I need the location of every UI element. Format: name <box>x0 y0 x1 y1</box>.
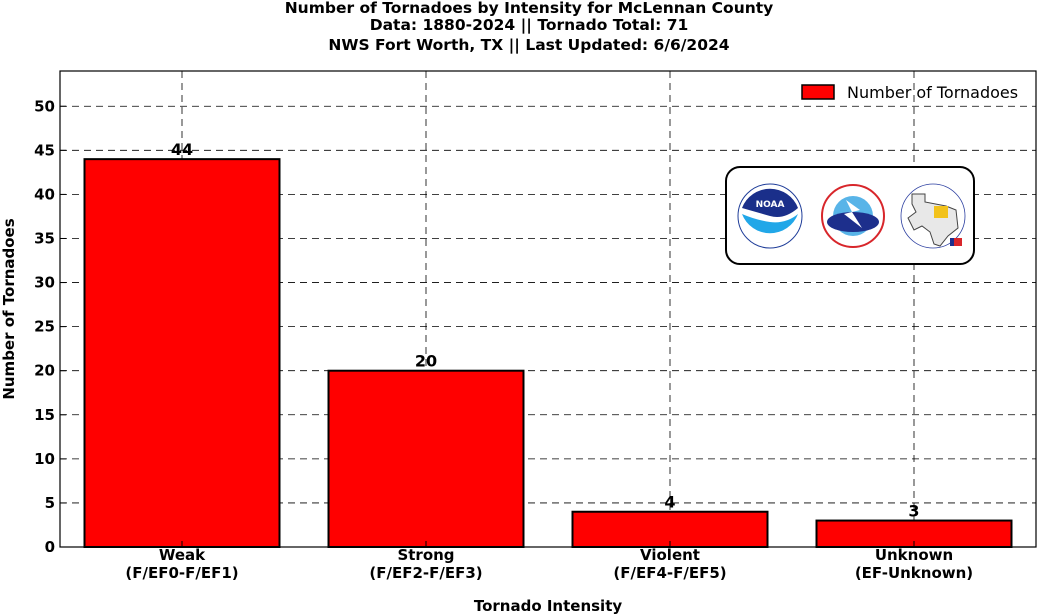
noaa-logo-sky <box>742 188 798 217</box>
y-tick-label: 0 <box>45 538 55 556</box>
x-tick-label: (F/EF4-F/EF5) <box>613 564 726 582</box>
fort-worth-region <box>934 206 948 218</box>
legend-swatch <box>801 84 835 100</box>
chart-subtitle-data: Data: 1880-2024 || Tornado Total: 71 <box>369 16 689 34</box>
texas-flag-icon <box>950 238 962 246</box>
noaa-logo-text: NOAA <box>756 200 785 210</box>
legend-label: Number of Tornadoes <box>847 83 1018 102</box>
x-axis-label: Tornado Intensity <box>474 597 623 615</box>
nws-logo-cloud <box>827 212 879 232</box>
bar-value-label: 3 <box>908 502 919 521</box>
y-tick-label: 5 <box>45 494 55 512</box>
texas-flag-field <box>950 238 954 246</box>
bar-value-label: 20 <box>415 352 437 371</box>
y-tick-label: 30 <box>34 274 55 292</box>
x-tick-label: (F/EF2-F/EF3) <box>369 564 482 582</box>
bar-value-label: 4 <box>664 493 675 512</box>
bar <box>83 158 281 548</box>
x-tick-label: Strong <box>397 546 454 564</box>
x-tick-label: (EF-Unknown) <box>855 564 973 582</box>
y-tick-label: 45 <box>34 141 55 159</box>
y-tick-label: 50 <box>34 97 55 115</box>
x-tick-label: Violent <box>640 546 700 564</box>
y-tick-label: 10 <box>34 450 55 468</box>
bar <box>327 369 525 548</box>
y-tick-label: 40 <box>34 185 55 203</box>
y-tick-label: 35 <box>34 229 55 247</box>
y-axis-label: Number of Tornadoes <box>0 218 18 399</box>
noaa-logo-sea <box>742 214 798 234</box>
lightning-icon <box>844 200 862 228</box>
chart-subtitle-office: NWS Fort Worth, TX || Last Updated: 6/6/… <box>328 36 730 54</box>
y-tick-label: 15 <box>34 406 55 424</box>
y-tick-label: 20 <box>34 362 55 380</box>
x-tick-label: Unknown <box>875 546 953 564</box>
y-tick-label: 25 <box>34 318 55 336</box>
x-tick-label: Weak <box>159 546 206 564</box>
x-tick-label: (F/EF0-F/EF1) <box>125 564 238 582</box>
chart-title: Number of Tornadoes by Intensity for McL… <box>284 0 774 17</box>
plot-frame <box>59 70 1037 548</box>
bar-value-label: 44 <box>171 140 193 159</box>
